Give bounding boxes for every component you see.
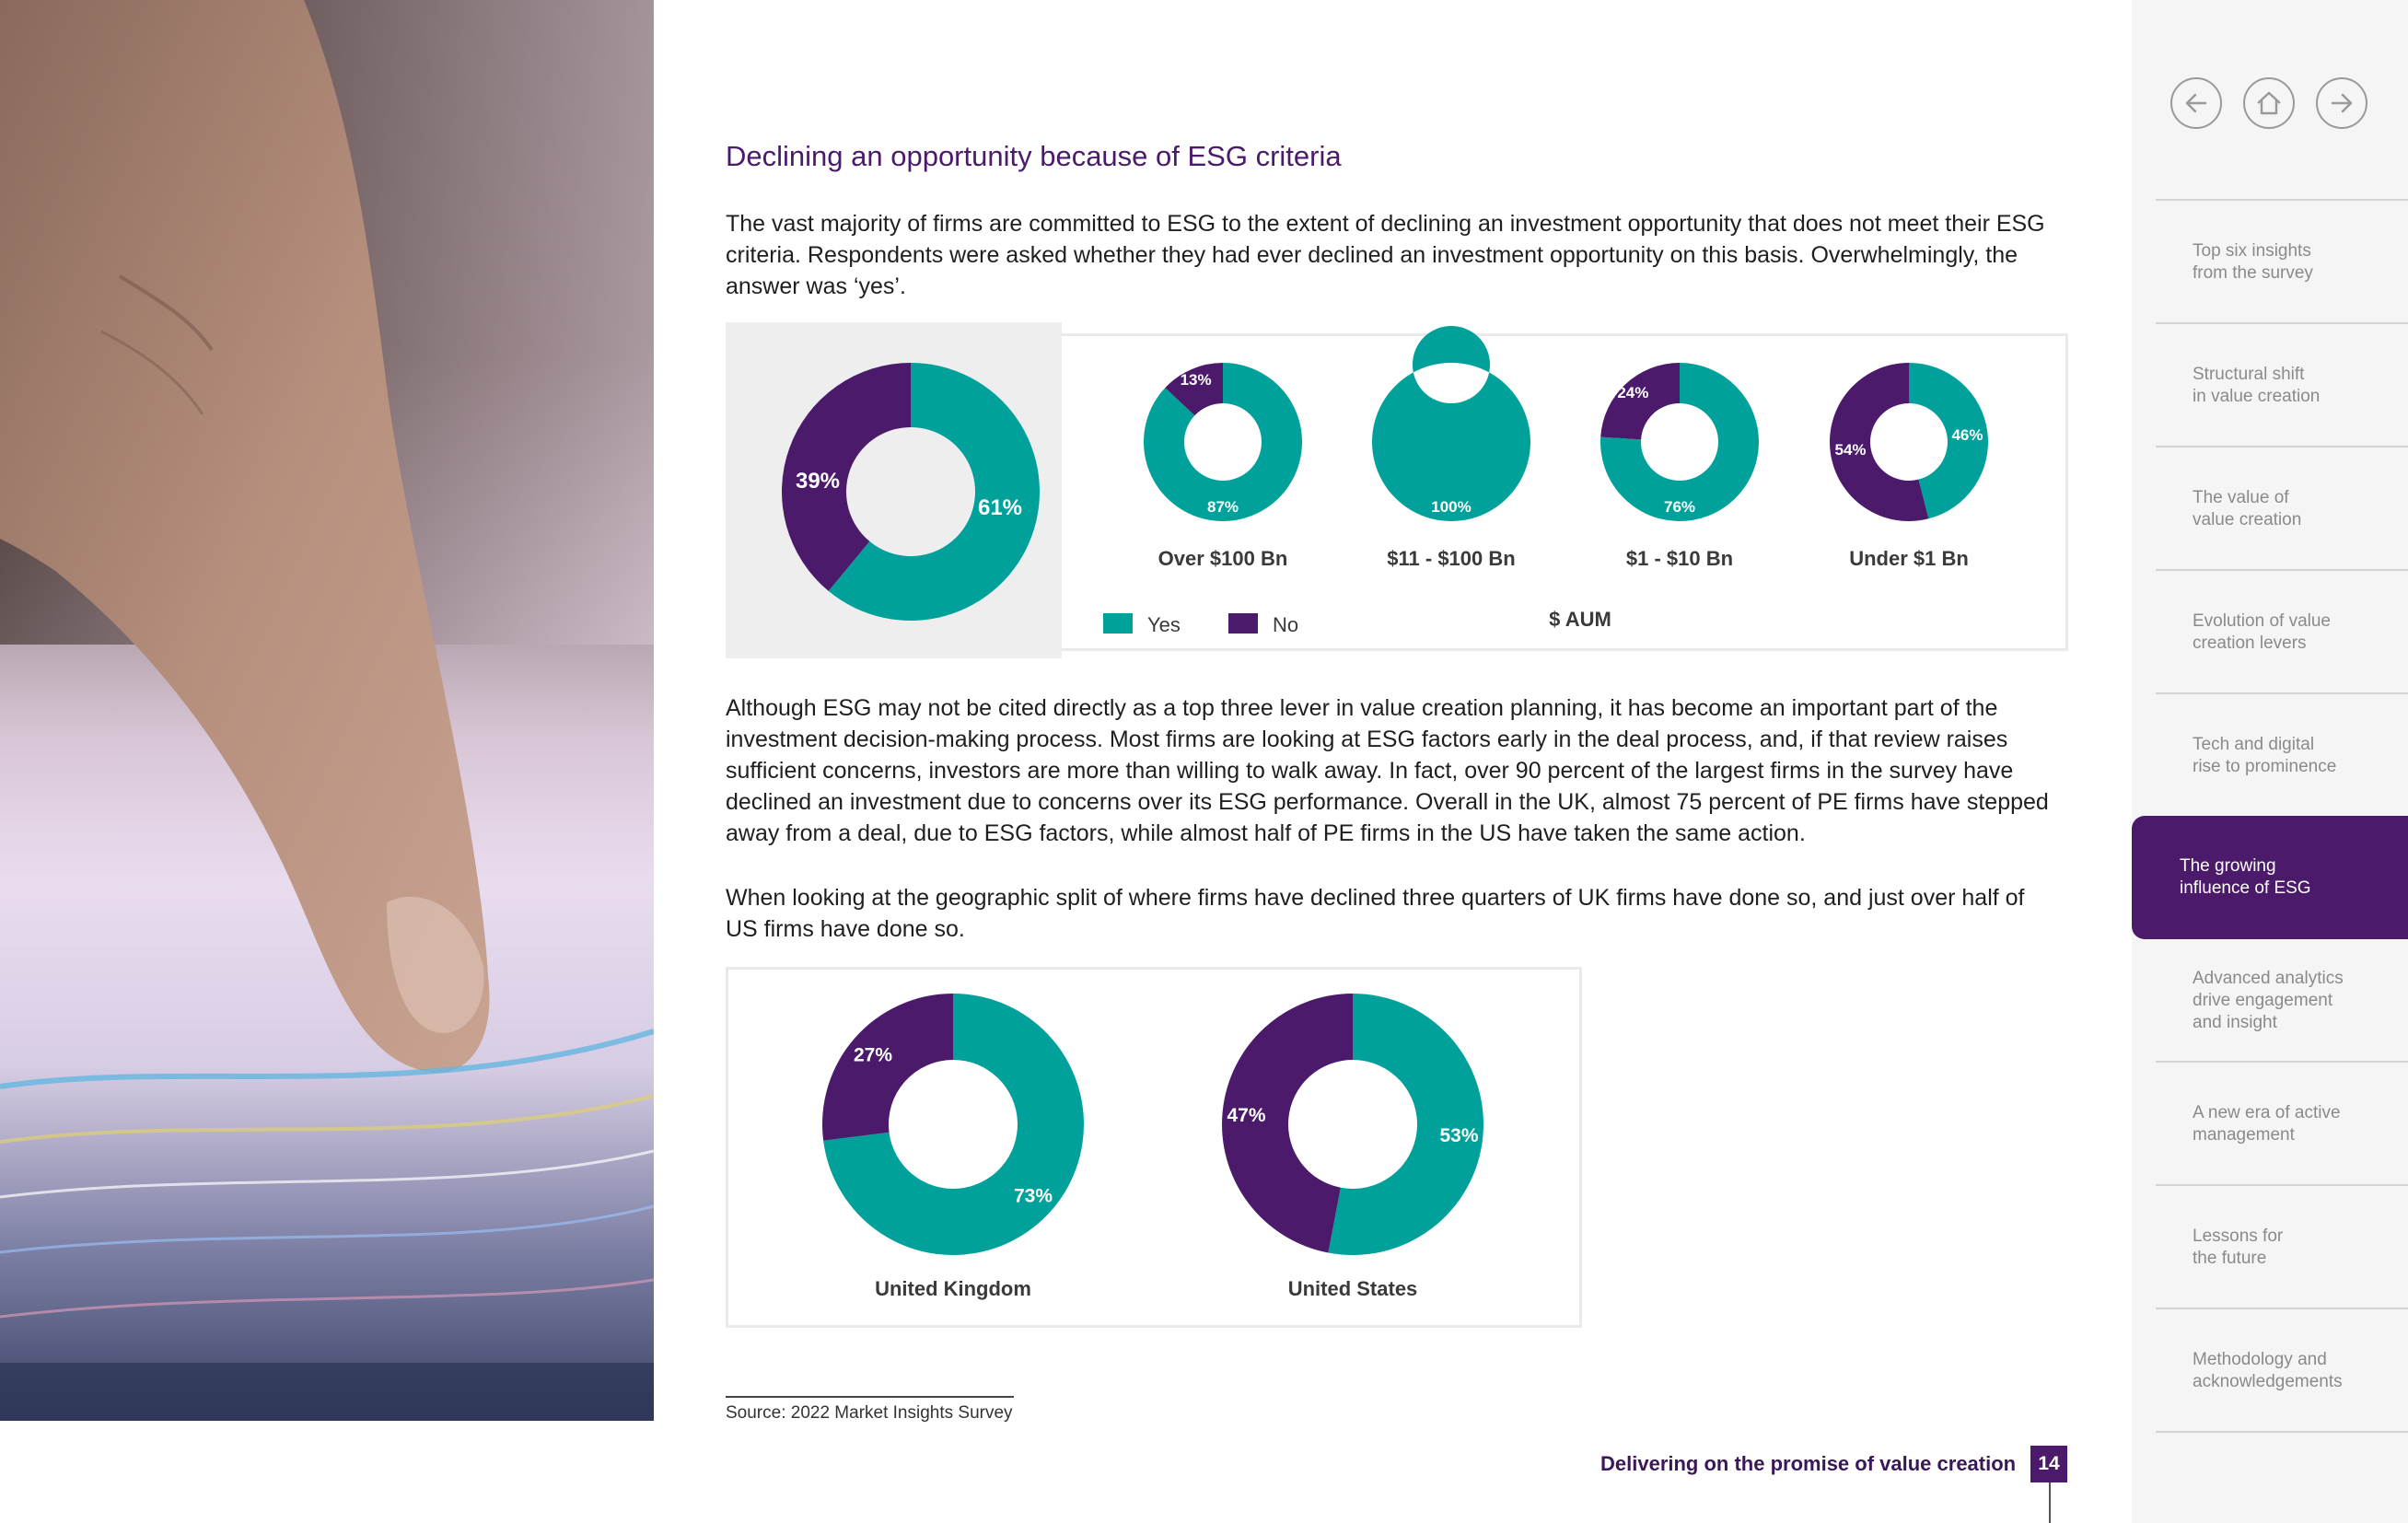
nav-divider	[2156, 446, 2408, 448]
aum-2-no-slice	[1600, 363, 1680, 440]
nav-divider	[2156, 1308, 2408, 1309]
overall-no-label: 39%	[796, 469, 840, 494]
aum-yes-label: 100%	[1431, 498, 1471, 516]
aum-category-label: $11 - $100 Bn	[1387, 547, 1515, 570]
geo-0-donut	[822, 994, 1084, 1255]
home-button[interactable]	[2243, 77, 2295, 129]
aum-2-donut	[1600, 363, 1759, 521]
geo-no-label: 47%	[1227, 1105, 1265, 1126]
aum-3-no-slice	[1829, 363, 1929, 521]
sidebar-nav: Top six insights from the survey Structu…	[2132, 0, 2408, 1523]
geo-0-no-slice	[822, 994, 953, 1141]
aum-no-label: 13%	[1181, 371, 1212, 389]
nav-item-tech-and-digital[interactable]: Tech and digital rise to prominence	[2193, 735, 2337, 776]
aum-donut-charts: 61% 39% 87% 13% 100% 76% 24% 46% 54% Over $100…	[782, 326, 1988, 636]
nav-item-advanced-analytics[interactable]: Advanced analytics drive engagement and …	[2193, 969, 2344, 1032]
legend-swatch-yes	[1103, 613, 1133, 634]
aum-3-donut	[1829, 363, 1988, 521]
nav-item-value-of-value-creation[interactable]: The value of value creation	[2193, 488, 2302, 529]
back-button[interactable]	[2170, 77, 2222, 129]
geo-yes-label: 73%	[1014, 1186, 1053, 1207]
legend-label-no: No	[1273, 613, 1298, 636]
arrow-left-icon	[2185, 93, 2207, 113]
legend-label-yes: Yes	[1147, 613, 1181, 636]
geo-no-label: 27%	[854, 1044, 892, 1065]
geo-1-no-slice	[1221, 994, 1353, 1253]
source-divider	[726, 1396, 1014, 1398]
aum-chart-frame	[1062, 333, 2068, 651]
arrow-right-icon	[2331, 93, 2353, 113]
aum-0-no-slice	[1165, 363, 1223, 416]
aum-yes-label: 46%	[1951, 426, 1983, 444]
aum-3-yes-slice	[1909, 363, 1988, 519]
nav-divider	[2156, 199, 2408, 201]
geo-category-label: United States	[1288, 1277, 1418, 1300]
analysis-paragraph: Although ESG may not be cited directly a…	[726, 695, 2049, 846]
nav-item-influence-of-esg[interactable]: The growing influence of ESG	[2132, 816, 2408, 939]
nav-buttons	[2170, 77, 2382, 133]
footer-title: Delivering on the promise of value creat…	[1600, 1452, 2017, 1475]
overall-yes-label: 61%	[978, 495, 1022, 520]
overall-donut: 61% 39%	[782, 363, 1040, 621]
geo-0-yes-slice	[823, 994, 1084, 1255]
main-content: Declining an opportunity because of ESG …	[726, 0, 2070, 1523]
nav-item-methodology[interactable]: Methodology and acknowledgements	[2193, 1350, 2343, 1391]
aum-axis-label: $ AUM	[1549, 608, 1611, 631]
nav-item-structural-shift[interactable]: Structural shift in value creation	[2193, 365, 2321, 406]
geo-yes-label: 53%	[1439, 1125, 1478, 1146]
nav-divider	[2156, 569, 2408, 571]
nav-divider	[2156, 1431, 2408, 1433]
nav-divider	[2156, 1184, 2408, 1186]
aum-2-yes-slice	[1600, 363, 1759, 521]
aum-0-donut	[1144, 363, 1302, 521]
legend-swatch-no	[1228, 613, 1258, 634]
aum-no-label: 54%	[1834, 441, 1866, 459]
nav-divider	[2156, 322, 2408, 324]
source-note: Source: 2022 Market Insights Survey	[726, 1403, 1013, 1423]
page-number-rule	[2049, 1482, 2051, 1523]
home-icon	[2257, 91, 2281, 115]
geo-category-label: United Kingdom	[875, 1277, 1031, 1300]
intro-paragraph: The vast majority of firms are committed…	[726, 211, 2045, 299]
hero-photo	[0, 0, 654, 1421]
nav-item-lessons-for-the-future[interactable]: Lessons for the future	[2193, 1227, 2284, 1268]
aum-category-label: Over $100 Bn	[1158, 547, 1288, 570]
nav-divider	[2156, 692, 2408, 694]
aum-category-label: Under $1 Bn	[1849, 547, 1969, 570]
page-number: 14	[2030, 1446, 2067, 1482]
section-title: Declining an opportunity because of ESG …	[726, 140, 1342, 172]
forward-button[interactable]	[2316, 77, 2367, 129]
aum-no-label: 24%	[1617, 384, 1648, 401]
aum-category-label: $1 - $10 Bn	[1626, 547, 1733, 570]
overall-no-slice	[782, 363, 911, 591]
geographic-donut-charts: 73% 27% 53% 47% United Kingdom United State…	[822, 994, 1483, 1300]
geographic-paragraph: When looking at the geographic split of …	[726, 885, 2025, 942]
aum-yes-label: 76%	[1664, 498, 1695, 516]
nav-divider	[2156, 1061, 2408, 1063]
aum-yes-label: 87%	[1207, 498, 1239, 516]
finger-on-tablet-illustration	[0, 0, 654, 1421]
nav-item-active-management[interactable]: A new era of active management	[2193, 1103, 2341, 1145]
aum-1-yes-slice	[1371, 326, 1530, 521]
aum-0-yes-slice	[1144, 363, 1302, 521]
geographic-charts: 73% 27% 53% 47% United Kingdom United State…	[726, 967, 1582, 1328]
geo-1-yes-slice	[1328, 994, 1483, 1255]
declined-opportunity-charts: 61% 39% 87% 13% 100% 76% 24% 46% 54% Over $100…	[726, 322, 2068, 658]
aum-1-donut	[1371, 326, 1530, 521]
nav-item-top-six-insights[interactable]: Top six insights from the survey	[2193, 241, 2313, 283]
overall-yes-slice	[828, 363, 1040, 621]
nav-item-evolution-of-levers[interactable]: Evolution of value creation levers	[2193, 611, 2331, 653]
geo-1-donut	[1221, 994, 1483, 1255]
